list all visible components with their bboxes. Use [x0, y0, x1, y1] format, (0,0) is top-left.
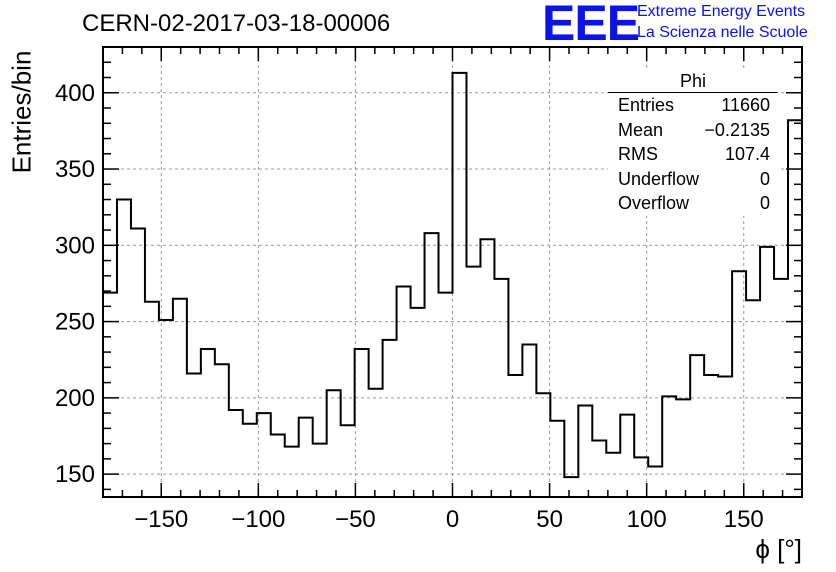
- histogram-bin: [313, 444, 327, 497]
- histogram-bin: [662, 396, 676, 497]
- histogram-bin: [592, 441, 606, 497]
- stats-label: Overflow: [618, 193, 690, 213]
- histogram-bin: [369, 389, 383, 497]
- histogram-bin: [648, 466, 662, 497]
- histogram-bin: [536, 393, 550, 497]
- histogram-outline: [102, 71, 803, 497]
- logo-subtitle-2: La Scienza nelle Scuole: [637, 24, 808, 41]
- stats-row-rms: RMS 107.4: [608, 142, 778, 167]
- histogram-bin: [494, 279, 508, 497]
- histogram-bin: [229, 410, 243, 497]
- histogram-bin: [397, 286, 411, 497]
- histogram-bin: [550, 421, 564, 497]
- x-tick-label: 100: [627, 506, 667, 533]
- y-tick-label: 200: [55, 385, 95, 412]
- stats-row-overflow: Overflow 0: [608, 191, 778, 216]
- stats-box: Phi Entries 11660 Mean −0.2135 RMS 107.4…: [608, 70, 778, 216]
- histogram-bin: [173, 299, 187, 497]
- stats-row-entries: Entries 11660: [608, 93, 778, 118]
- histogram-bin: [341, 425, 355, 497]
- stats-value: −0.2135: [704, 119, 770, 140]
- x-tick-label: −150: [134, 506, 188, 533]
- histogram-bin: [159, 320, 173, 497]
- histogram-bin: [425, 233, 439, 497]
- y-tick-label: 300: [55, 232, 95, 259]
- histogram-bin: [131, 229, 145, 497]
- x-tick-label: 50: [536, 506, 563, 533]
- x-axis-label: ϕ [°]: [755, 534, 802, 564]
- histogram-bin: [327, 390, 341, 497]
- histogram-bin: [760, 247, 774, 497]
- histogram-bin: [187, 373, 201, 497]
- histogram-bin: [411, 308, 425, 497]
- stats-label: Underflow: [618, 168, 700, 189]
- histogram-bin: [578, 405, 592, 497]
- y-tick-label: 350: [55, 156, 95, 183]
- histogram-bin: [704, 375, 718, 497]
- stats-value: 0: [759, 193, 770, 213]
- x-axis-ticks: −150 −100 −50 0 50 100 150: [102, 47, 803, 533]
- y-tick-label: 400: [55, 80, 95, 107]
- stats-label: Mean: [618, 119, 664, 140]
- x-tick-label: 150: [724, 506, 764, 533]
- stats-label: RMS: [618, 144, 658, 164]
- histogram-bin: [746, 300, 760, 497]
- stats-value: 11660: [721, 95, 770, 115]
- histogram-bin: [103, 293, 117, 497]
- histogram-bin: [676, 399, 690, 497]
- eee-logo: EEE: [542, 0, 640, 51]
- stats-row-mean: Mean −0.2135: [608, 118, 778, 143]
- histogram-bin: [201, 349, 215, 497]
- histogram-bin: [271, 434, 285, 497]
- logo-subtitle-1: Extreme Energy Events: [637, 3, 806, 20]
- histogram-bin: [508, 375, 522, 497]
- histogram-bin: [383, 340, 397, 497]
- x-tick-label: 0: [446, 506, 459, 533]
- y-axis-label: Entries/bin: [6, 50, 37, 174]
- stats-value: 0: [759, 168, 770, 189]
- histogram-bin: [620, 415, 634, 497]
- histogram-bin: [145, 302, 159, 497]
- histogram-bin: [466, 267, 480, 497]
- stats-row-underflow: Underflow 0: [608, 167, 778, 192]
- histogram-bin: [732, 271, 746, 497]
- histogram-bin: [718, 376, 732, 497]
- histogram-bin: [453, 73, 467, 497]
- histogram-bin: [788, 120, 802, 497]
- histogram-bin: [564, 477, 578, 497]
- histogram-bin: [285, 447, 299, 497]
- histogram-bin: [774, 279, 788, 497]
- histogram-bin: [355, 349, 369, 497]
- x-tick-label: −100: [231, 506, 285, 533]
- histogram-bin: [243, 424, 257, 497]
- stats-label: Entries: [618, 95, 675, 115]
- stats-value: 107.4: [724, 144, 770, 164]
- histogram-bin: [215, 364, 229, 497]
- histogram-bin: [117, 200, 131, 497]
- y-axis-ticks: 150 200 250 300 350 400: [55, 46, 802, 491]
- plot-title: CERN-02-2017-03-18-00006: [82, 10, 391, 37]
- histogram-bin: [480, 239, 494, 497]
- histogram-bin: [690, 355, 704, 497]
- y-tick-label: 150: [55, 461, 95, 488]
- x-tick-label: −50: [335, 506, 376, 533]
- stats-histogram-name: Phi: [608, 70, 778, 93]
- y-tick-label: 250: [55, 309, 95, 336]
- histogram-bin: [299, 418, 313, 497]
- histogram-bin: [439, 293, 453, 497]
- histogram-bin: [522, 344, 536, 497]
